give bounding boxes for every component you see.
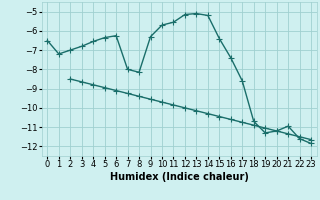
X-axis label: Humidex (Indice chaleur): Humidex (Indice chaleur) [110, 172, 249, 182]
